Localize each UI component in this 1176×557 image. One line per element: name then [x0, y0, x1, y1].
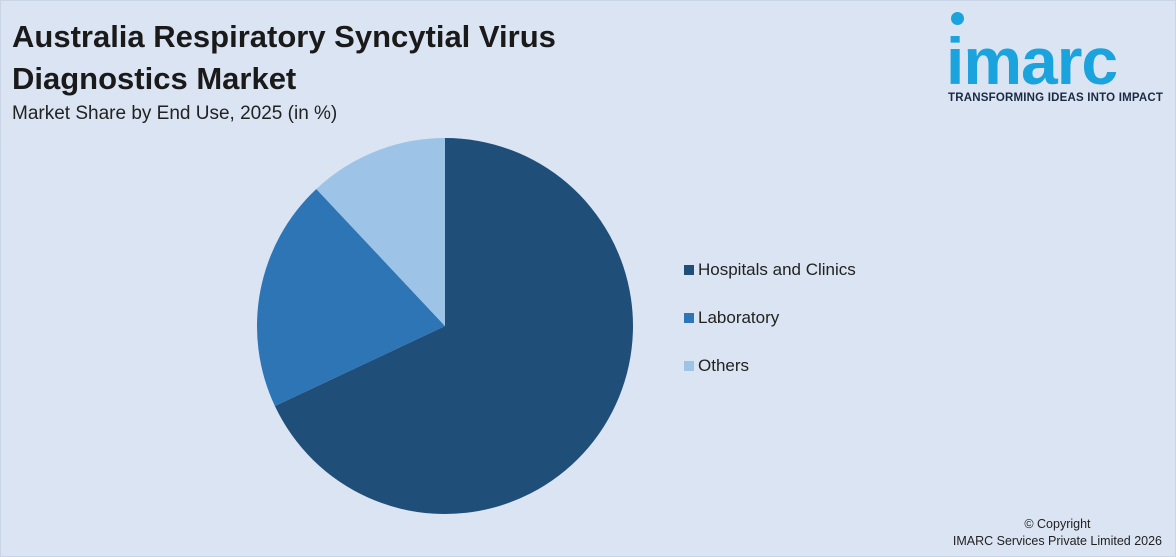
imarc-logo: imarc TRANSFORMING IDEAS INTO IMPACT — [946, 10, 1172, 110]
pie-slice-laboratory — [256, 188, 445, 407]
legend-swatch — [684, 361, 694, 371]
chart-title: Australia Respiratory Syncytial Virus Di… — [12, 19, 556, 96]
legend-item-laboratory: Laboratory — [684, 306, 856, 330]
pie-slice-hospitals-and-clinics — [274, 138, 633, 514]
copyright-line-2: IMARC Services Private Limited 2026 — [952, 534, 1162, 548]
logo-wordmark: imarc — [946, 24, 1118, 98]
logo-dot — [951, 12, 964, 25]
legend-item-others: Others — [684, 354, 856, 378]
copyright-line-1: © Copyright — [1024, 517, 1091, 531]
pie-slice-others — [316, 138, 445, 326]
chart-legend: Hospitals and Clinics Laboratory Others — [684, 258, 856, 402]
copyright-notice: © Copyright IMARC Services Private Limit… — [953, 516, 1162, 550]
chart-subtitle: Market Share by End Use, 2025 (in %) — [12, 103, 338, 124]
legend-label: Others — [698, 356, 750, 375]
legend-swatch — [684, 313, 694, 323]
legend-item-hospitals-and-clinics: Hospitals and Clinics — [684, 258, 856, 282]
legend-label: Hospitals and Clinics — [698, 260, 856, 279]
legend-swatch — [684, 265, 694, 275]
logo-tagline: TRANSFORMING IDEAS INTO IMPACT — [948, 92, 1164, 104]
legend-label: Laboratory — [698, 308, 780, 327]
